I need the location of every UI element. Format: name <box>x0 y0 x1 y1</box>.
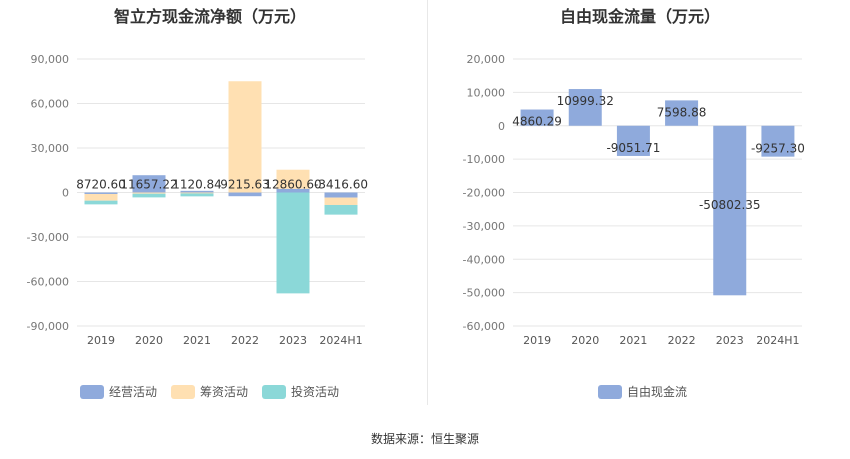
bar <box>180 193 214 197</box>
x-tick-label: 2024H1 <box>319 334 362 347</box>
right-chart-title: 自由现金流量（万元） <box>559 7 720 26</box>
x-tick-label: 2021 <box>183 334 211 347</box>
bar <box>84 200 118 205</box>
bar <box>228 192 262 197</box>
x-tick-label: 2021 <box>619 334 647 347</box>
bar <box>324 192 358 198</box>
y-tick-label: 0 <box>498 120 505 133</box>
bar <box>132 175 166 193</box>
data-label: 1120.84 <box>172 178 222 192</box>
right-chart: 20,000 10,000 0 -10,000 -20,000 -30,000 -40,00… <box>463 53 805 347</box>
data-label: 9215.63 <box>220 178 270 192</box>
data-label: 10999.32 <box>557 94 614 108</box>
bar <box>84 193 118 201</box>
x-tick-label: 2020 <box>135 334 163 347</box>
bar <box>132 192 166 194</box>
x-tick-label: 2023 <box>716 334 744 347</box>
legend-swatch <box>80 384 104 399</box>
x-tick-label: 2024H1 <box>756 334 799 347</box>
data-label: 8720.60 <box>76 178 126 192</box>
y-tick-label: -60,000 <box>27 276 69 289</box>
y-tick-label: 0 <box>62 187 69 200</box>
y-tick-label: 90,000 <box>31 53 70 66</box>
bar <box>276 192 310 294</box>
bar <box>276 188 310 193</box>
panel-divider <box>427 0 428 405</box>
legend-item[interactable]: 筹资活动 <box>171 383 248 400</box>
y-tick-label: 10,000 <box>467 86 506 99</box>
bar <box>84 192 118 194</box>
bar <box>324 204 358 215</box>
bar <box>276 169 310 189</box>
y-tick-label: -90,000 <box>27 320 69 333</box>
y-tick-label: -30,000 <box>463 220 505 233</box>
data-label: 11657.22 <box>120 178 177 192</box>
bar <box>616 125 650 156</box>
y-tick-label: -10,000 <box>463 153 505 166</box>
y-tick-label: -60,000 <box>463 320 505 333</box>
bar <box>132 193 166 198</box>
legend-item[interactable]: 投资活动 <box>262 383 339 400</box>
data-label: 12860.60 <box>264 178 321 192</box>
data-source-note: 数据来源：恒生聚源 <box>370 432 479 446</box>
y-tick-label: -40,000 <box>463 253 505 266</box>
bar <box>180 192 214 194</box>
y-tick-label: 60,000 <box>31 98 70 111</box>
x-tick-label: 2020 <box>571 334 599 347</box>
x-tick-label: 2022 <box>668 334 696 347</box>
right-chart-legend: 自由现金流 <box>598 383 701 400</box>
bar <box>665 100 699 126</box>
legend-label: 自由现金流 <box>627 385 688 399</box>
legend-label: 筹资活动 <box>200 385 249 399</box>
data-label: -9051.71 <box>606 141 660 155</box>
data-label: -9257.30 <box>751 142 805 156</box>
x-tick-label: 2023 <box>279 334 307 347</box>
bar <box>324 197 358 205</box>
legend-item[interactable]: 自由现金流 <box>598 383 687 400</box>
bar <box>228 81 262 193</box>
y-tick-label: 30,000 <box>31 142 70 155</box>
x-tick-label: 2022 <box>231 334 259 347</box>
bar <box>180 190 214 193</box>
bar <box>520 109 554 126</box>
y-tick-label: -20,000 <box>463 187 505 200</box>
data-label: -3416.60 <box>314 178 368 192</box>
legend-swatch <box>598 384 622 399</box>
legend-swatch <box>171 384 196 399</box>
legend-swatch <box>262 384 287 399</box>
legend-item[interactable]: 经营活动 <box>80 383 157 400</box>
y-tick-label: -50,000 <box>463 287 505 300</box>
y-tick-label: 20,000 <box>467 53 506 66</box>
left-chart-legend: 经营活动 筹资活动 投资活动 <box>80 383 353 400</box>
bar <box>568 89 602 126</box>
data-label: 7598.88 <box>657 105 707 119</box>
bar <box>713 125 747 296</box>
data-label: -50802.35 <box>699 198 761 212</box>
data-label: 4860.29 <box>512 115 562 129</box>
y-tick-label: -30,000 <box>27 231 69 244</box>
legend-label: 投资活动 <box>291 385 340 399</box>
x-tick-label: 2019 <box>523 334 551 347</box>
bar <box>761 125 795 157</box>
left-chart-title: 智立方现金流净额（万元） <box>113 7 306 26</box>
left-chart: 90,000 60,000 30,000 0 -30,000 -60,000 -90,000… <box>27 53 368 347</box>
legend-label: 经营活动 <box>109 385 158 399</box>
x-tick-label: 2019 <box>87 334 115 347</box>
